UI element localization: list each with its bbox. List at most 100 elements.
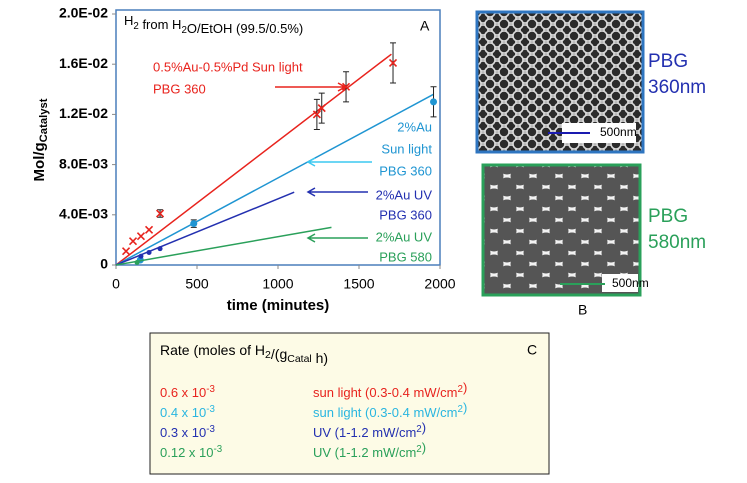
arrow [306,157,372,167]
point [430,98,438,106]
chart-title: H2 from H2O/EtOH (99.5/0.5%) [124,13,303,36]
panel-label: C [527,342,537,358]
point [317,104,326,113]
y-tick-label: 1.6E-02 [59,55,108,71]
series-label: PBG 360 [379,163,432,178]
text-part: Rate (moles of H [160,342,265,358]
arrow [306,233,368,243]
x-axis-title: time (minutes) [227,297,330,314]
text-part: 0.6 x 10 [160,385,206,400]
x-tick-label: 1000 [262,276,293,292]
rate: 0.6 x 10-3 [160,384,215,401]
arrow [306,187,368,197]
subscript: 2 [181,25,186,36]
y-tick-label: 2.0E-02 [59,5,108,21]
text-part: ) [463,400,467,415]
x-tick-label: 2000 [424,276,455,292]
y-tick-label: 8.0E-03 [59,155,108,171]
text-part: from H [139,17,182,32]
text-part: O/EtOH (99.5/0.5%) [187,21,303,36]
rate: 0.3 x 10-3 [160,424,215,441]
superscript: -3 [214,444,223,455]
series-label: 2%Au [397,119,432,134]
text-part: 0.4 x 10 [160,405,206,420]
point [144,225,154,234]
y-axis-title: Mol/gCatalyst [31,98,50,181]
point [138,253,144,259]
text-part: H [124,13,133,28]
fit-line [115,53,392,266]
image-label: 360nm [648,77,706,98]
fit-line [115,191,295,266]
series-label: 0.5%Au-0.5%Pd Sun light [153,59,303,74]
x-tick-label: 0 [112,276,120,292]
y-tick-label: 0 [100,256,108,272]
superscript: 2 [416,444,421,455]
rate: 0.4 x 10-3 [160,404,215,421]
condition: UV (1-1.2 mW/cm2) [313,440,426,460]
point [136,232,146,241]
text-part: 0.12 x 10 [160,445,214,460]
table-header: Rate (moles of H2/(gCatal h) [160,342,328,366]
scale-box [562,123,636,143]
text-part: UV (1-1.2 mW/cm [313,425,416,440]
series-label: PBG 360 [153,81,206,96]
text-part: h) [312,350,328,366]
text-part: sun light (0.3-0.4 mW/cm [313,385,458,400]
series-label: PBG 360 [379,207,432,222]
point [157,246,163,252]
superscript: 2 [416,424,421,435]
series-label: Sun light [381,141,432,156]
condition: UV (1-1.2 mW/cm2) [313,420,426,440]
condition: sun light (0.3-0.4 mW/cm2) [313,380,467,400]
superscript: 2 [458,404,463,415]
panel-label: B [578,302,587,318]
text-part: sun light (0.3-0.4 mW/cm [313,405,458,420]
condition: sun light (0.3-0.4 mW/cm2) [313,400,467,420]
text-part: ) [463,380,467,395]
subscript: Catalyst [38,98,50,142]
point [146,249,152,255]
series-label: 2%Au UV [376,187,433,202]
superscript: -3 [206,404,215,415]
arrow [275,82,347,92]
image-label: PBG [648,51,688,72]
scale-box [602,274,638,292]
point [155,209,165,218]
superscript: -3 [206,384,215,395]
series-label: PBG 580 [379,249,432,264]
plot-frame [115,9,441,266]
subscript: Catal [287,353,312,365]
text-part: 0.3 x 10 [160,425,206,440]
text-part: /(g [271,346,287,362]
scale-label: 500nm [600,125,637,139]
point [121,247,131,256]
x-tick-label: 500 [185,276,209,292]
subscript: 2 [133,21,138,32]
image-label: PBG [648,206,688,227]
scale-label: 500nm [612,276,649,290]
text-part: ) [422,440,426,455]
fit-line [115,226,332,266]
x-tick-label: 1500 [343,276,374,292]
y-tick-label: 1.2E-02 [59,105,108,121]
superscript: 2 [458,384,463,395]
fit-line [115,93,434,266]
series-label: 2%Au UV [376,229,433,244]
superscript: -3 [206,424,215,435]
text-part: UV (1-1.2 mW/cm [313,445,416,460]
text-part: Mol/g [31,142,48,181]
sem-image [481,163,642,297]
rate: 0.12 x 10-3 [160,444,222,461]
point [134,259,140,265]
text-part: ) [422,420,426,435]
panel-label: A [420,18,430,34]
point [312,110,321,119]
y-tick-label: 4.0E-03 [59,206,108,222]
image-label: 580nm [648,232,706,253]
subscript: 2 [265,349,271,361]
point [388,58,398,68]
point [128,237,138,246]
point [190,220,198,228]
